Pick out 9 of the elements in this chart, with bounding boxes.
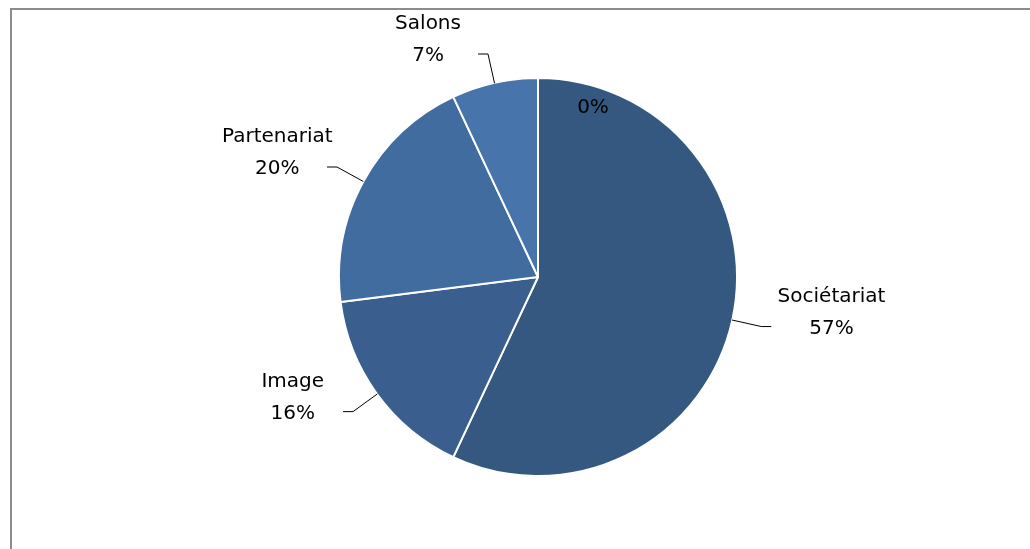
data-label: 16% <box>270 399 315 424</box>
text: 0% <box>577 94 609 119</box>
slice-label: Salons <box>395 9 461 34</box>
slice-label: Sociétariat <box>777 283 886 308</box>
slice-label: Partenariat <box>222 122 333 147</box>
data-label: 20% <box>255 154 300 179</box>
slice-label: Image <box>261 367 325 392</box>
data-label: 7% <box>412 41 444 66</box>
data-label: 57% <box>809 315 854 340</box>
